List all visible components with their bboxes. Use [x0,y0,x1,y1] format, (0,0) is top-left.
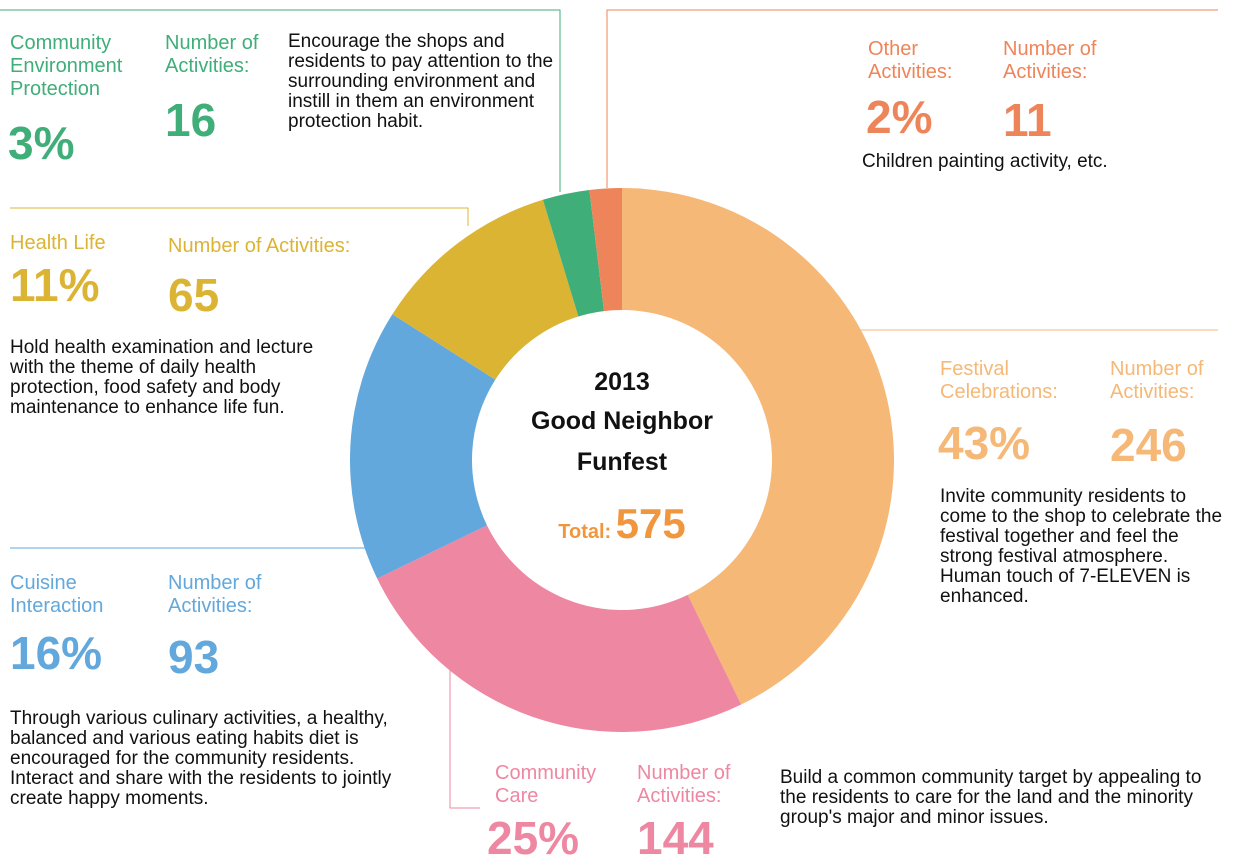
title-line: Good Neighbor [531,407,713,435]
description: Hold health examination and lecture with… [10,337,314,418]
total: Total: 575 [472,500,772,548]
description: Through various culinary activities, a h… [10,708,392,809]
description: Build a common community target by appea… [780,767,1202,828]
slice [589,188,622,312]
title-line: 2013 [594,368,650,396]
category-name: Other Activities: [868,38,953,83]
count-value: 144 [637,812,714,861]
total-label: Total: [558,521,612,543]
percent-label: 25% [487,812,580,861]
description: Children painting activity, etc. [862,151,1108,172]
count-value: 246 [1110,419,1187,471]
count-value: 93 [168,631,220,683]
percent-label: 3% [8,117,75,169]
percent-label: 43% [938,417,1031,469]
percent-label: 11% [10,259,100,311]
count-label: Number of Activities: [165,32,259,77]
count-value: 65 [168,269,220,321]
title-line: Funfest [576,448,668,476]
count-label: Number of Activities: [168,235,351,257]
leader-line [10,207,469,226]
category-name: Health Life [10,232,106,254]
count-value: 16 [165,94,217,146]
count-label: Number of Activities: [1003,38,1097,83]
description: Encourage the shops and residents to pay… [288,31,554,132]
category-name: Community Care [495,762,597,807]
count-value: 11 [1003,94,1052,146]
leader-line [606,9,1218,188]
slice [350,314,496,579]
leader-line [449,670,480,809]
category-name: Community Environment Protection [10,32,123,100]
slice [392,199,579,380]
category-name: Festival Celebrations: [940,358,1058,403]
count-label: Number of Activities: [168,572,262,617]
leader-line [0,9,561,192]
slice [542,189,605,317]
slice [622,187,895,705]
count-label: Number of Activities: [1110,358,1204,403]
description: Invite community residents to come to th… [940,486,1223,607]
total-value: 575 [615,500,686,547]
count-label: Number of Activities: [637,762,731,807]
percent-label: 2% [866,91,933,143]
category-name: Cuisine Interaction [10,572,104,617]
percent-label: 16% [10,627,103,679]
slice [377,525,742,732]
